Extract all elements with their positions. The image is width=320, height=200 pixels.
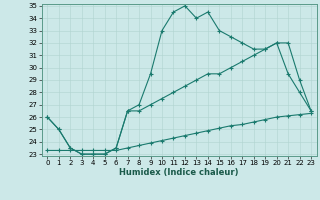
X-axis label: Humidex (Indice chaleur): Humidex (Indice chaleur) (119, 168, 239, 177)
